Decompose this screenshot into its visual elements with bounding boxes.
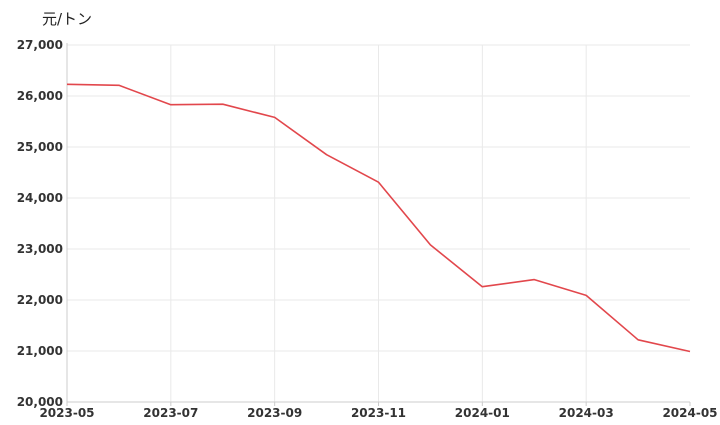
- x-tick-label: 2023-07: [143, 406, 198, 420]
- data-point: [688, 350, 692, 354]
- x-tick-label: 2024-05: [662, 406, 717, 420]
- x-tick-label: 2023-11: [351, 406, 406, 420]
- x-tick-label: 2023-05: [39, 406, 94, 420]
- data-point: [636, 338, 640, 342]
- axes: [66, 43, 691, 406]
- y-tick-label: 20,000: [17, 395, 63, 409]
- y-tick-label: 21,000: [17, 344, 63, 358]
- y-tick-label: 27,000: [17, 38, 63, 52]
- data-point: [169, 103, 173, 107]
- y-tick-label: 24,000: [17, 191, 63, 205]
- data-point: [273, 115, 277, 119]
- price-line: [66, 83, 691, 353]
- x-axis-ticks: 2023-05 2023-07 2023-09 2023-11 2024-01 2024-…: [39, 406, 717, 420]
- y-tick-label: 26,000: [17, 89, 63, 103]
- grid-lines: [67, 44, 690, 402]
- series-price: [65, 82, 692, 354]
- y-tick-label: 25,000: [17, 140, 63, 154]
- x-tick-label: 2024-01: [455, 406, 510, 420]
- data-point: [221, 102, 225, 106]
- data-point: [428, 243, 432, 247]
- data-point: [325, 153, 329, 157]
- y-tick-label: 23,000: [17, 242, 63, 256]
- x-tick-label: 2024-03: [559, 406, 614, 420]
- data-point: [117, 83, 121, 87]
- x-tick-label: 2023-09: [247, 406, 302, 420]
- data-point: [65, 82, 69, 86]
- data-point: [377, 180, 381, 184]
- y-axis-unit-label: 元/トン: [42, 10, 93, 28]
- y-axis-ticks: 20,000 21,000 22,000 23,000 24,000 25,000 26,0…: [17, 38, 63, 409]
- data-point: [532, 278, 536, 282]
- data-point: [480, 285, 484, 289]
- y-tick-label: 22,000: [17, 293, 63, 307]
- data-point: [584, 293, 588, 297]
